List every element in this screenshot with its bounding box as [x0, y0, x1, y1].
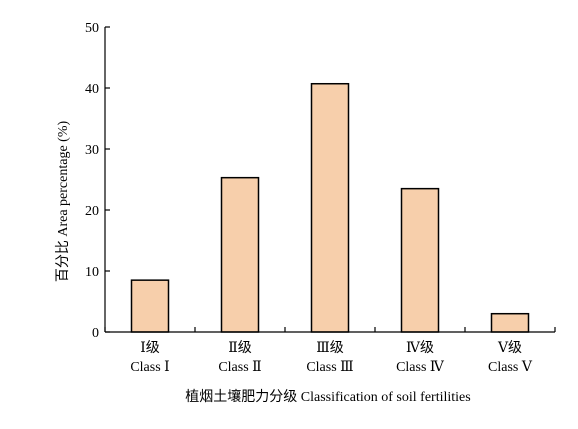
x-tick-label-zh: Ⅳ级: [406, 340, 434, 356]
y-tick-label: 30: [85, 143, 99, 158]
x-axis-title: 植烟土壤肥力分级 Classification of soil fertilit…: [185, 388, 470, 405]
bar-3: [310, 82, 350, 333]
y-tick-label: 0: [92, 326, 99, 341]
x-tick-label-en: Class Ⅰ: [130, 360, 169, 375]
x-tick-label-zh: Ⅱ级: [228, 340, 252, 356]
y-axis-title: 百分比 Area percentage (%): [55, 121, 71, 283]
x-tick-label-zh: Ⅴ级: [497, 340, 522, 356]
y-ticks: 0 10 20 30 40 50: [85, 21, 110, 341]
axes-layer: [104, 27, 555, 333]
y-tick-label: 10: [85, 265, 99, 280]
x-tick-label-en: Class Ⅱ: [218, 360, 261, 375]
bar-1: [130, 279, 170, 333]
x-tick-label-zh: Ⅰ级: [140, 340, 160, 356]
x-tick-label-en: Class Ⅳ: [396, 360, 445, 375]
x-tick-label-en: Class Ⅴ: [488, 360, 533, 375]
x-tick-label-zh: Ⅲ级: [316, 340, 344, 356]
bar-4: [400, 187, 440, 333]
bars-layer: [130, 82, 530, 333]
bar-5: [490, 312, 530, 333]
y-tick-label: 50: [85, 21, 99, 36]
bar-2: [220, 176, 260, 333]
x-tick-label-en: Class Ⅲ: [306, 360, 353, 375]
x-ticks: [104, 327, 556, 332]
y-tick-label: 40: [85, 82, 99, 97]
x-tick-labels: Ⅰ级 Class Ⅰ Ⅱ级 Class Ⅱ Ⅲ级 Class Ⅲ Ⅳ级 Class Ⅳ Ⅴ级 Cl…: [130, 340, 533, 375]
y-tick-label: 20: [85, 204, 99, 219]
